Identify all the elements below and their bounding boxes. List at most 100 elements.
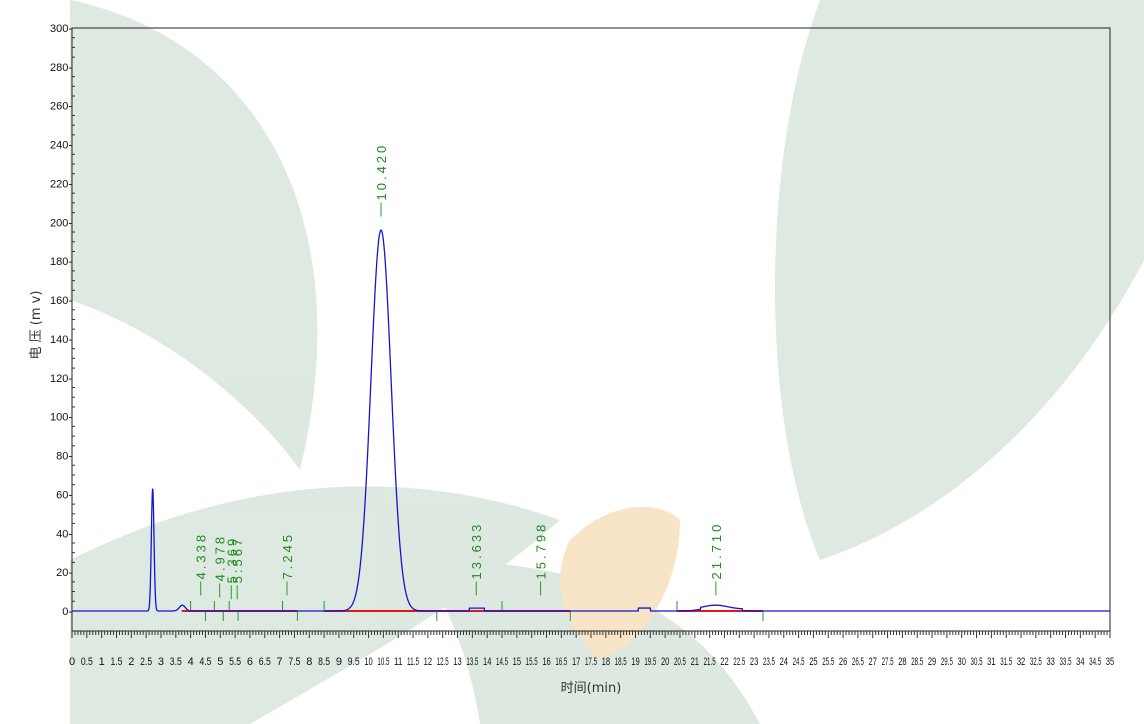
peak-label: 10.420 xyxy=(374,143,389,201)
x-tick-label: 13 xyxy=(453,656,461,668)
x-tick-label: 7.5 xyxy=(288,656,300,668)
x-tick-label: 30.5 xyxy=(971,656,983,668)
x-tick-label: 1 xyxy=(99,656,105,668)
x-tick-label: 17 xyxy=(572,656,580,668)
peak-label: 4.978 xyxy=(213,534,228,582)
y-tick-label: 120- xyxy=(50,373,72,385)
x-tick-label: 33.5 xyxy=(1060,656,1072,668)
x-tick-label: 6 xyxy=(247,656,253,668)
x-tick-label: 12.5 xyxy=(437,656,449,668)
x-tick-label: 31.5 xyxy=(1000,656,1012,668)
x-tick-label: 15 xyxy=(513,656,521,668)
x-tick-label: 24 xyxy=(780,656,788,668)
x-tick-label: 27.5 xyxy=(882,656,894,668)
x-tick-label: 23.5 xyxy=(763,656,775,668)
y-tick-label: 180- xyxy=(50,256,72,268)
peak-label: 15.798 xyxy=(534,522,549,580)
x-tick-label: 12 xyxy=(424,656,432,668)
x-tick-label: 14.5 xyxy=(496,656,508,668)
x-tick-label: 8.5 xyxy=(318,656,330,668)
x-tick-label: 7 xyxy=(277,656,283,668)
x-tick-label: 0 xyxy=(69,656,75,668)
y-tick-label: 60- xyxy=(56,489,72,501)
x-tick-label: 35 xyxy=(1106,656,1114,668)
y-tick-label: 260- xyxy=(50,101,72,113)
x-tick-label: 18.5 xyxy=(615,656,627,668)
x-tick-label: 20 xyxy=(661,656,669,668)
series-layer xyxy=(72,229,1110,612)
y-tick-label: 160- xyxy=(50,295,72,307)
x-tick-label: 25.5 xyxy=(822,656,834,668)
x-tick-label: 33 xyxy=(1046,656,1054,668)
x-axis: 0 0.5 1 1.5 2 2.5 3 3.5 4 4.5 5 5.5 6 6.5 7 7.5 8 8.5 9 9.5… xyxy=(69,631,1114,668)
y-axis: 0- 20- 40- 60- 80- 100- 120- 140- 160- 180- 200- 22… xyxy=(50,23,75,618)
x-tick-label: 5.5 xyxy=(229,656,241,668)
x-tick-label: 29.5 xyxy=(941,656,953,668)
x-tick-label: 24.5 xyxy=(793,656,805,668)
x-tick-label: 30 xyxy=(958,656,966,668)
x-tick-label: 6.5 xyxy=(259,656,271,668)
y-tick-label: 80- xyxy=(56,451,72,463)
y-tick-label: 240- xyxy=(50,140,72,152)
x-tick-label: 9.5 xyxy=(348,656,360,668)
x-tick-label: 20.5 xyxy=(674,656,686,668)
x-tick-label: 22.5 xyxy=(733,656,745,668)
x-tick-label: 10.5 xyxy=(377,656,389,668)
x-tick-label: 32.5 xyxy=(1030,656,1042,668)
x-tick-label: 5 xyxy=(217,656,223,668)
x-axis-title: 时间(min) xyxy=(561,681,622,696)
x-tick-label: 13.5 xyxy=(466,656,478,668)
x-tick-label: 19.5 xyxy=(644,656,656,668)
integration-marks xyxy=(190,601,764,621)
y-tick-label: 300- xyxy=(50,23,72,35)
y-tick-label: 140- xyxy=(50,334,72,346)
x-tick-label: 22 xyxy=(720,656,728,668)
x-tick-label: 17.5 xyxy=(585,656,597,668)
x-tick-label: 16 xyxy=(542,656,550,668)
x-tick-label: 1.5 xyxy=(110,656,122,668)
y-tick-label: 280- xyxy=(50,62,72,74)
x-tick-label: 18 xyxy=(602,656,610,668)
watermark-logo xyxy=(70,0,1144,724)
x-tick-label: 16.5 xyxy=(555,656,567,668)
x-tick-label: 2.5 xyxy=(140,656,152,668)
peak-label: 13.633 xyxy=(469,522,484,580)
x-tick-label: 23 xyxy=(750,656,758,668)
x-tick-label: 11.5 xyxy=(407,656,419,668)
x-tick-label: 11 xyxy=(394,656,402,668)
x-tick-label: 0.5 xyxy=(81,656,93,668)
y-tick-label: 40- xyxy=(56,528,72,540)
peak-label: 21.710 xyxy=(709,522,724,580)
x-tick-label: 29 xyxy=(928,656,936,668)
x-tick-label: 15.5 xyxy=(526,656,538,668)
peak-label: 5.567 xyxy=(230,536,245,584)
x-tick-label: 3.5 xyxy=(170,656,182,668)
x-tick-label: 21.5 xyxy=(704,656,716,668)
x-tick-label: 9 xyxy=(336,656,342,668)
x-tick-label: 19 xyxy=(631,656,639,668)
x-tick-label: 4.5 xyxy=(199,656,211,668)
x-tick-label: 4 xyxy=(188,656,194,668)
x-tick-label: 31 xyxy=(987,656,995,668)
peak-label: 7.245 xyxy=(280,532,295,580)
y-axis-title: 电 压 (m v) xyxy=(29,291,44,360)
x-tick-label: 26.5 xyxy=(852,656,864,668)
y-tick-label: 100- xyxy=(50,412,72,424)
x-tick-label: 25 xyxy=(809,656,817,668)
x-tick-label: 32 xyxy=(1017,656,1025,668)
peak-label: 4.338 xyxy=(194,532,209,580)
x-tick-label: 10 xyxy=(364,656,372,668)
x-tick-label: 34 xyxy=(1076,656,1084,668)
x-tick-label: 21 xyxy=(691,656,699,668)
y-tick-label: 200- xyxy=(50,217,72,229)
x-tick-label: 34.5 xyxy=(1089,656,1101,668)
x-tick-label: 3 xyxy=(158,656,164,668)
x-tick-label: 28.5 xyxy=(911,656,923,668)
x-tick-label: 27 xyxy=(869,656,877,668)
y-tick-label: 0- xyxy=(62,606,72,618)
y-tick-label: 20- xyxy=(56,567,72,579)
x-tick-label: 2 xyxy=(128,656,134,668)
peak-label: 5.369 xyxy=(224,536,239,584)
